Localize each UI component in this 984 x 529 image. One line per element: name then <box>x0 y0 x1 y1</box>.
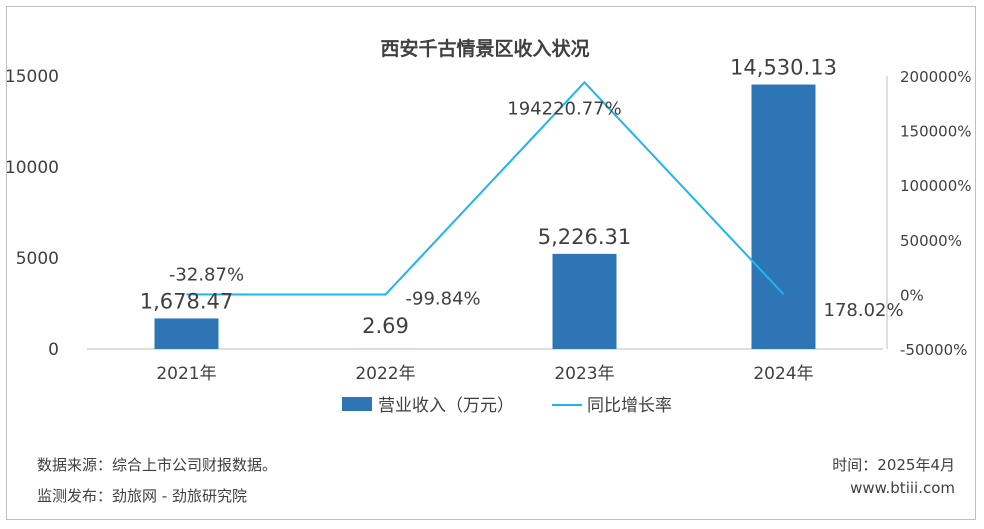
y-right-tick-label: 150000% <box>900 123 972 141</box>
bar-series <box>154 84 816 349</box>
growth-line <box>186 80 785 296</box>
chart-frame: 西安千古情景区收入状况 0 5000 10000 15000 -50000% 0% 5000… <box>6 6 976 520</box>
axes: 0 5000 10000 15000 -50000% 0% 50000% 100000% 150… <box>7 67 972 384</box>
y-left-tick-label: 5000 <box>16 249 59 269</box>
y-left-tick-label: 10000 <box>7 158 59 178</box>
bar-data-label: 2.69 <box>362 314 409 338</box>
bar <box>154 318 219 349</box>
y-right-tick-label: 50000% <box>900 232 962 250</box>
y-right-tick-label: 0% <box>900 286 924 304</box>
line-data-label: 194220.77% <box>507 98 621 119</box>
data-labels: 1,678.47 2.69 5,226.31 14,530.13 -32.87% -99.… <box>140 56 904 338</box>
bar <box>751 84 816 349</box>
x-tick-label: 2022年 <box>355 364 415 384</box>
website-note: www.btiii.com <box>850 479 955 497</box>
line-series <box>186 80 785 296</box>
legend-bar-swatch <box>342 397 372 411</box>
x-tick-label: 2024年 <box>753 364 813 384</box>
bar-data-label: 1,678.47 <box>140 289 234 313</box>
bar-data-label: 14,530.13 <box>730 56 837 80</box>
y-right-tick-label: 200000% <box>900 68 972 86</box>
legend-line-label: 同比增长率 <box>587 396 672 416</box>
time-note: 时间：2025年4月 <box>832 456 955 474</box>
y-right-tick-label: 100000% <box>900 177 972 195</box>
line-data-label: -32.87% <box>169 264 244 285</box>
legend-bar-label: 营业收入（万元） <box>378 396 514 416</box>
chart-title: 西安千古情景区收入状况 <box>380 37 589 60</box>
publisher-note: 监测发布：劲旅网 - 劲旅研究院 <box>37 487 247 505</box>
y-left-tick-label: 0 <box>48 340 59 360</box>
y-right-tick-label: -50000% <box>900 341 967 359</box>
y-left-tick-label: 15000 <box>7 67 59 87</box>
source-note: 数据来源：综合上市公司财报数据。 <box>37 456 278 474</box>
legend: 营业收入（万元） 同比增长率 <box>342 396 672 416</box>
x-tick-label: 2023年 <box>554 364 614 384</box>
bar <box>552 253 617 349</box>
chart: 西安千古情景区收入状况 0 5000 10000 15000 -50000% 0% 5000… <box>7 37 972 416</box>
line-data-label: -99.84% <box>406 289 481 310</box>
line-data-label: 178.02% <box>824 300 904 321</box>
bar-data-label: 5,226.31 <box>538 225 632 249</box>
x-tick-label: 2021年 <box>156 364 216 384</box>
